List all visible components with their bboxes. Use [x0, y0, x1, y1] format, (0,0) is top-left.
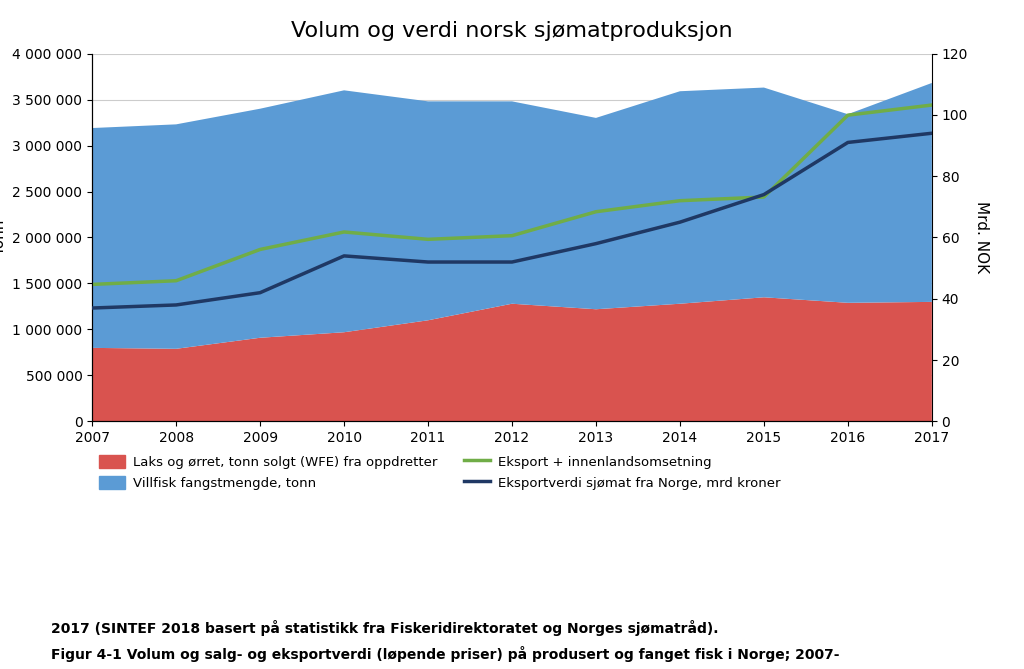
Title: Volum og verdi norsk sjømatproduksjon: Volum og verdi norsk sjømatproduksjon [291, 21, 733, 41]
Legend: Laks og ørret, tonn solgt (WFE) fra oppdretter, Villfisk fangstmengde, tonn, Eks: Laks og ørret, tonn solgt (WFE) fra oppd… [98, 455, 780, 490]
Y-axis label: Mrd. NOK: Mrd. NOK [974, 201, 989, 274]
Y-axis label: Tonn: Tonn [0, 220, 7, 255]
Text: Figur 4-1 Volum og salg- og eksportverdi (løpende priser) på produsert og fanget: Figur 4-1 Volum og salg- og eksportverdi… [51, 646, 840, 662]
Text: 2017 (SINTEF 2018 basert på statistikk fra Fiskeridirektoratet og Norges sjømatr: 2017 (SINTEF 2018 basert på statistikk f… [51, 619, 719, 636]
